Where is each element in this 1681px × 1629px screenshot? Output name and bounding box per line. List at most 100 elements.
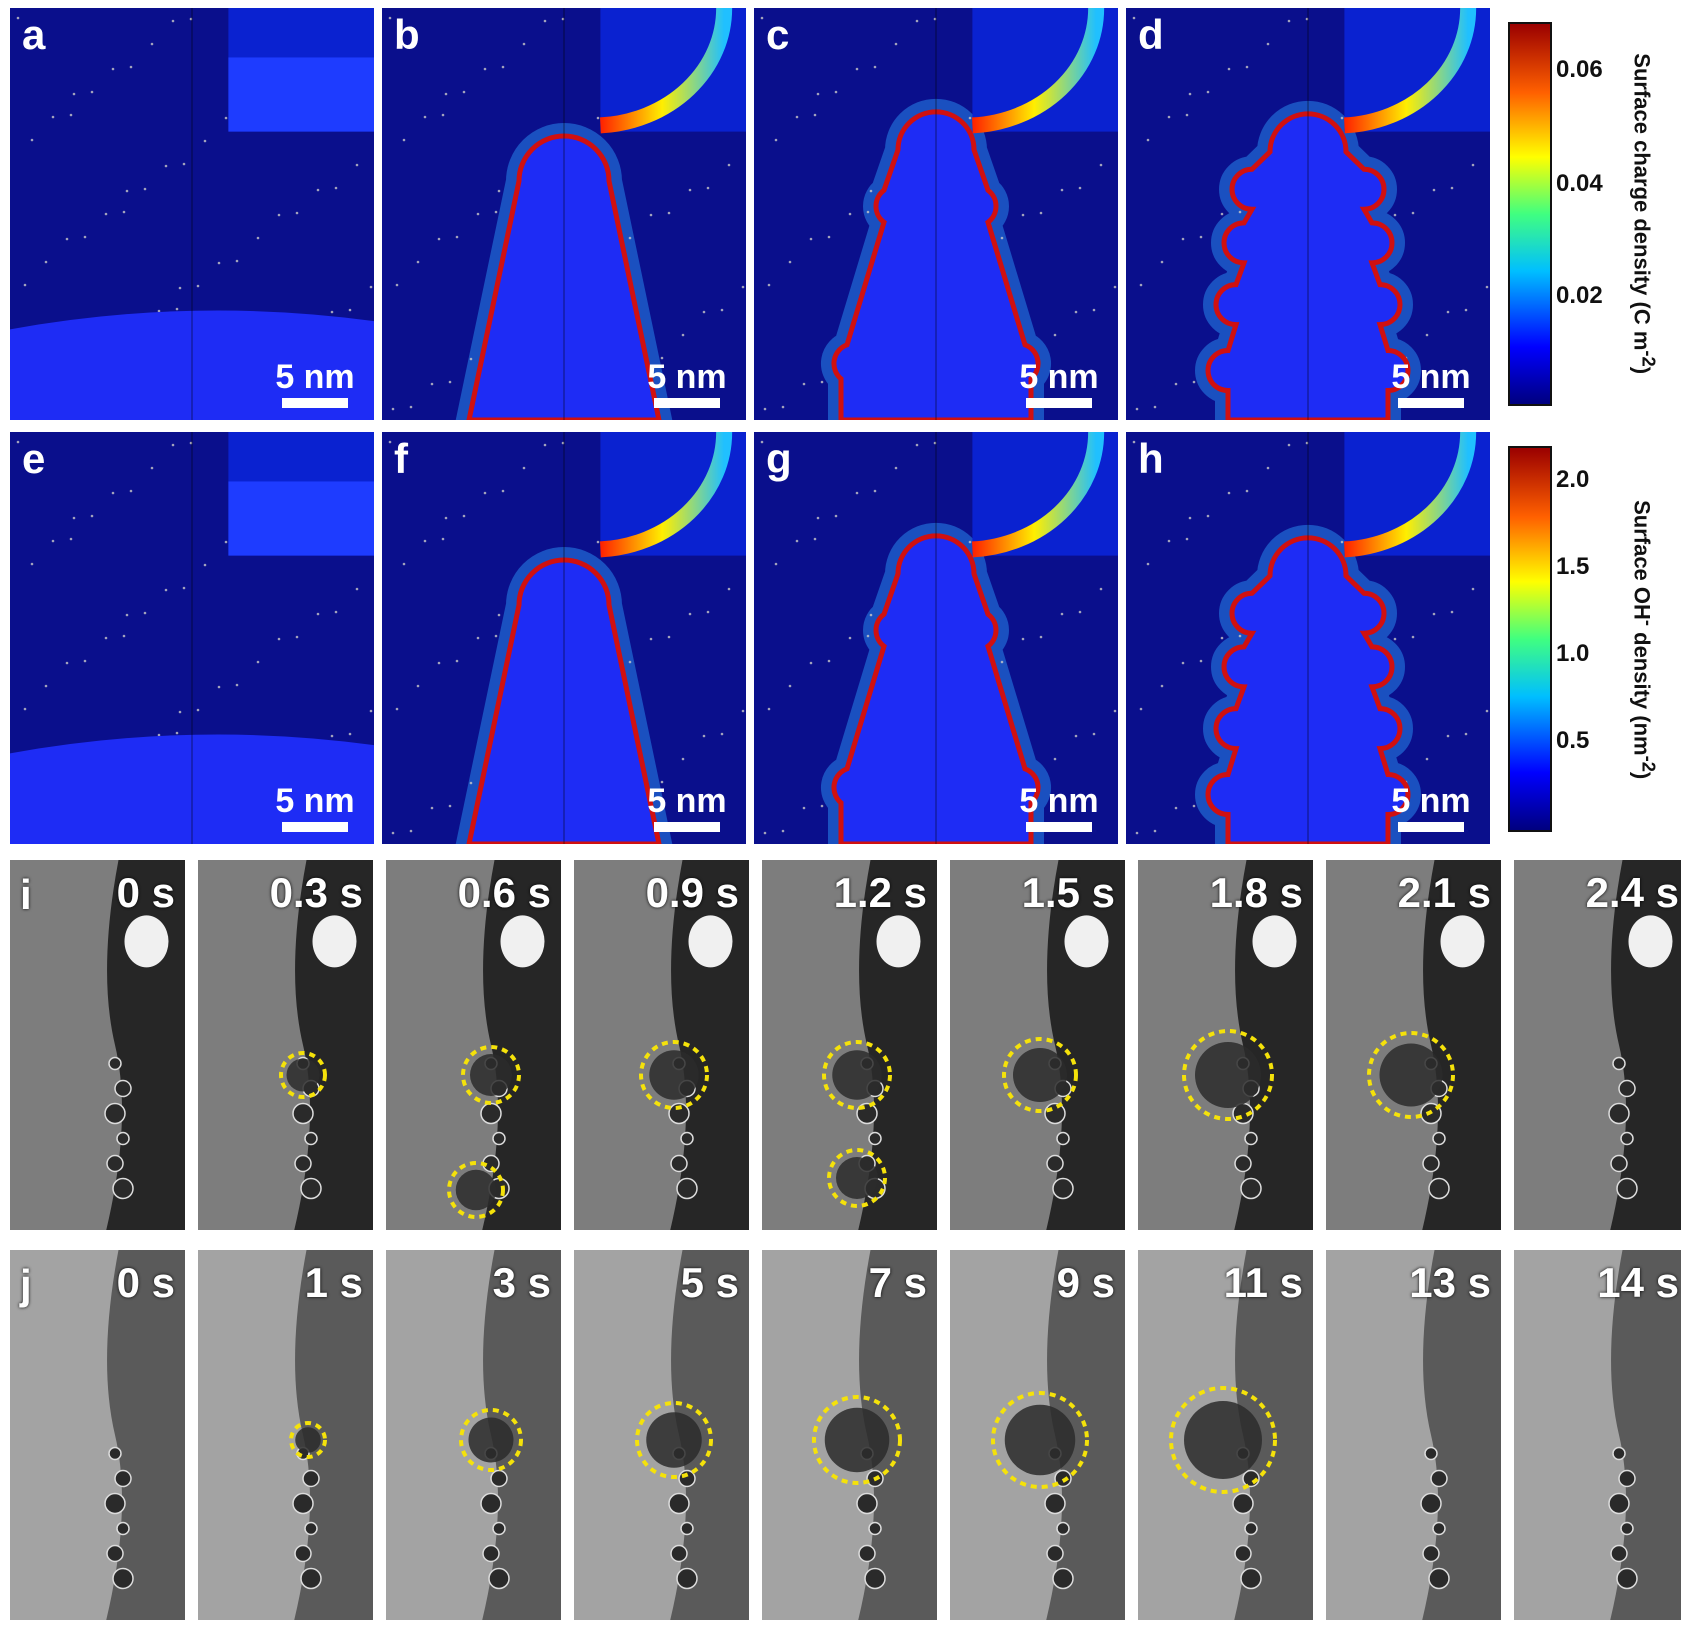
- field-arrow: [1266, 466, 1270, 470]
- frame-image: [104, 860, 185, 1230]
- bubble: [670, 1154, 688, 1173]
- field-arrow: [1411, 635, 1415, 639]
- zoom-inset: [228, 432, 374, 556]
- bubble: [1424, 1446, 1438, 1461]
- field-arrow: [1446, 734, 1450, 738]
- oh-density-colorbar-title: Surface OH- density (nm-2): [1629, 500, 1660, 780]
- frame-timestamp: 0 s: [116, 869, 175, 916]
- colorbar-tick: 1.0: [1556, 640, 1590, 667]
- panel-label: a: [22, 11, 46, 58]
- movie-frame-i-5: 1.5 s: [950, 860, 1125, 1230]
- field-arrow: [1132, 440, 1136, 444]
- field-arrow: [217, 261, 221, 265]
- field-arrow: [767, 707, 771, 711]
- field-arrow: [760, 440, 764, 444]
- field-arrow: [1021, 637, 1025, 641]
- bright-spot: [312, 915, 357, 968]
- highlight-circle: [461, 1045, 521, 1105]
- field-arrow: [855, 491, 859, 495]
- bubble: [104, 1492, 126, 1515]
- frame-timestamp: 1.8 s: [1209, 869, 1303, 916]
- field-arrow: [1238, 634, 1242, 638]
- field-arrow: [1099, 163, 1103, 167]
- field-arrow: [72, 92, 76, 96]
- bubble: [1612, 1056, 1626, 1071]
- field-arrow: [660, 356, 664, 360]
- field-arrow: [795, 115, 799, 119]
- field-arrow: [295, 635, 299, 639]
- field-arrow: [44, 684, 48, 688]
- panel-label: d: [1138, 11, 1164, 58]
- field-arrow: [111, 67, 115, 71]
- field-arrow: [196, 708, 200, 712]
- movie-frame-i-8: 2.4 s: [1514, 860, 1681, 1230]
- field-arrow: [444, 92, 448, 96]
- field-arrow: [820, 380, 824, 384]
- highlight-circle: [1002, 1037, 1078, 1113]
- frame-image: [289, 1250, 373, 1620]
- field-arrow: [543, 19, 547, 23]
- bubble: [490, 1469, 508, 1488]
- frame-image: [639, 860, 749, 1230]
- bubble: [480, 1492, 502, 1515]
- frame-image: [1002, 860, 1125, 1230]
- row-label: j: [20, 1261, 32, 1308]
- field-arrow: [497, 189, 501, 193]
- field-arrow: [16, 440, 20, 444]
- bright-spot: [876, 915, 921, 968]
- bubble: [112, 1177, 134, 1200]
- field-arrow: [441, 113, 445, 117]
- scale-bar: 5 nm: [1016, 784, 1102, 832]
- growing-bubble: [646, 1412, 702, 1468]
- field-arrow: [760, 16, 764, 20]
- field-arrow: [125, 189, 129, 193]
- field-arrow: [348, 732, 352, 736]
- field-arrow: [1132, 16, 1136, 20]
- field-arrow: [369, 709, 373, 713]
- field-arrow: [23, 283, 27, 287]
- field-arrow: [802, 806, 806, 810]
- field-arrow: [494, 210, 498, 214]
- field-arrow: [522, 466, 526, 470]
- field-arrow: [802, 382, 806, 386]
- highlight-circle: [639, 1040, 709, 1110]
- field-arrow: [1220, 212, 1224, 216]
- field-arrow: [781, 405, 785, 409]
- bubble: [1610, 1154, 1628, 1173]
- bubble: [294, 1544, 312, 1563]
- movie-frame-j-5: 9 s: [950, 1250, 1125, 1620]
- field-arrow: [720, 308, 724, 312]
- scale-bar-label: 5 nm: [1391, 782, 1471, 820]
- bubble: [1618, 1469, 1636, 1488]
- bubble: [1432, 1131, 1446, 1146]
- field-arrow: [224, 540, 228, 544]
- field-arrow: [1238, 210, 1242, 214]
- field-arrow: [873, 65, 877, 69]
- field-arrow: [968, 540, 972, 544]
- field-arrow: [1074, 310, 1078, 314]
- field-arrow: [1053, 333, 1057, 337]
- bubble: [1428, 1567, 1450, 1590]
- field-arrow: [90, 90, 94, 94]
- frame-image: [447, 860, 561, 1230]
- field-arrow: [16, 16, 20, 20]
- field-arrow: [894, 42, 898, 46]
- scale-bar-label: 5 nm: [1019, 358, 1099, 396]
- frame-timestamp: 7 s: [868, 1259, 927, 1306]
- field-arrow: [915, 443, 919, 447]
- scale-bar: 5 nm: [1388, 360, 1474, 408]
- field-arrow: [628, 236, 632, 240]
- field-arrow: [157, 309, 161, 313]
- field-arrow: [462, 514, 466, 518]
- scale-bar-label: 5 nm: [275, 782, 355, 820]
- field-arrow: [430, 382, 434, 386]
- field-arrow: [1167, 115, 1171, 119]
- field-arrow: [1393, 637, 1397, 641]
- scale-bar: 5 nm: [1388, 784, 1474, 832]
- field-arrow: [1092, 308, 1096, 312]
- movie-frame-j-4: 7 s: [762, 1250, 937, 1620]
- growing-bubble: [295, 1427, 321, 1453]
- scale-bar-line: [1026, 398, 1092, 408]
- bubble: [1608, 1492, 1630, 1515]
- frame-timestamp: 14 s: [1597, 1259, 1679, 1306]
